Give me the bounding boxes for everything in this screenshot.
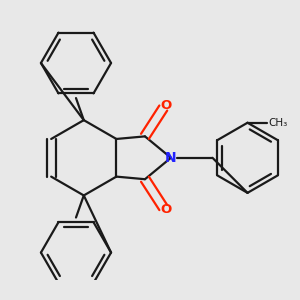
Text: N: N bbox=[165, 151, 177, 165]
Text: O: O bbox=[161, 99, 172, 112]
Text: O: O bbox=[161, 203, 172, 216]
Text: CH₃: CH₃ bbox=[268, 118, 287, 128]
